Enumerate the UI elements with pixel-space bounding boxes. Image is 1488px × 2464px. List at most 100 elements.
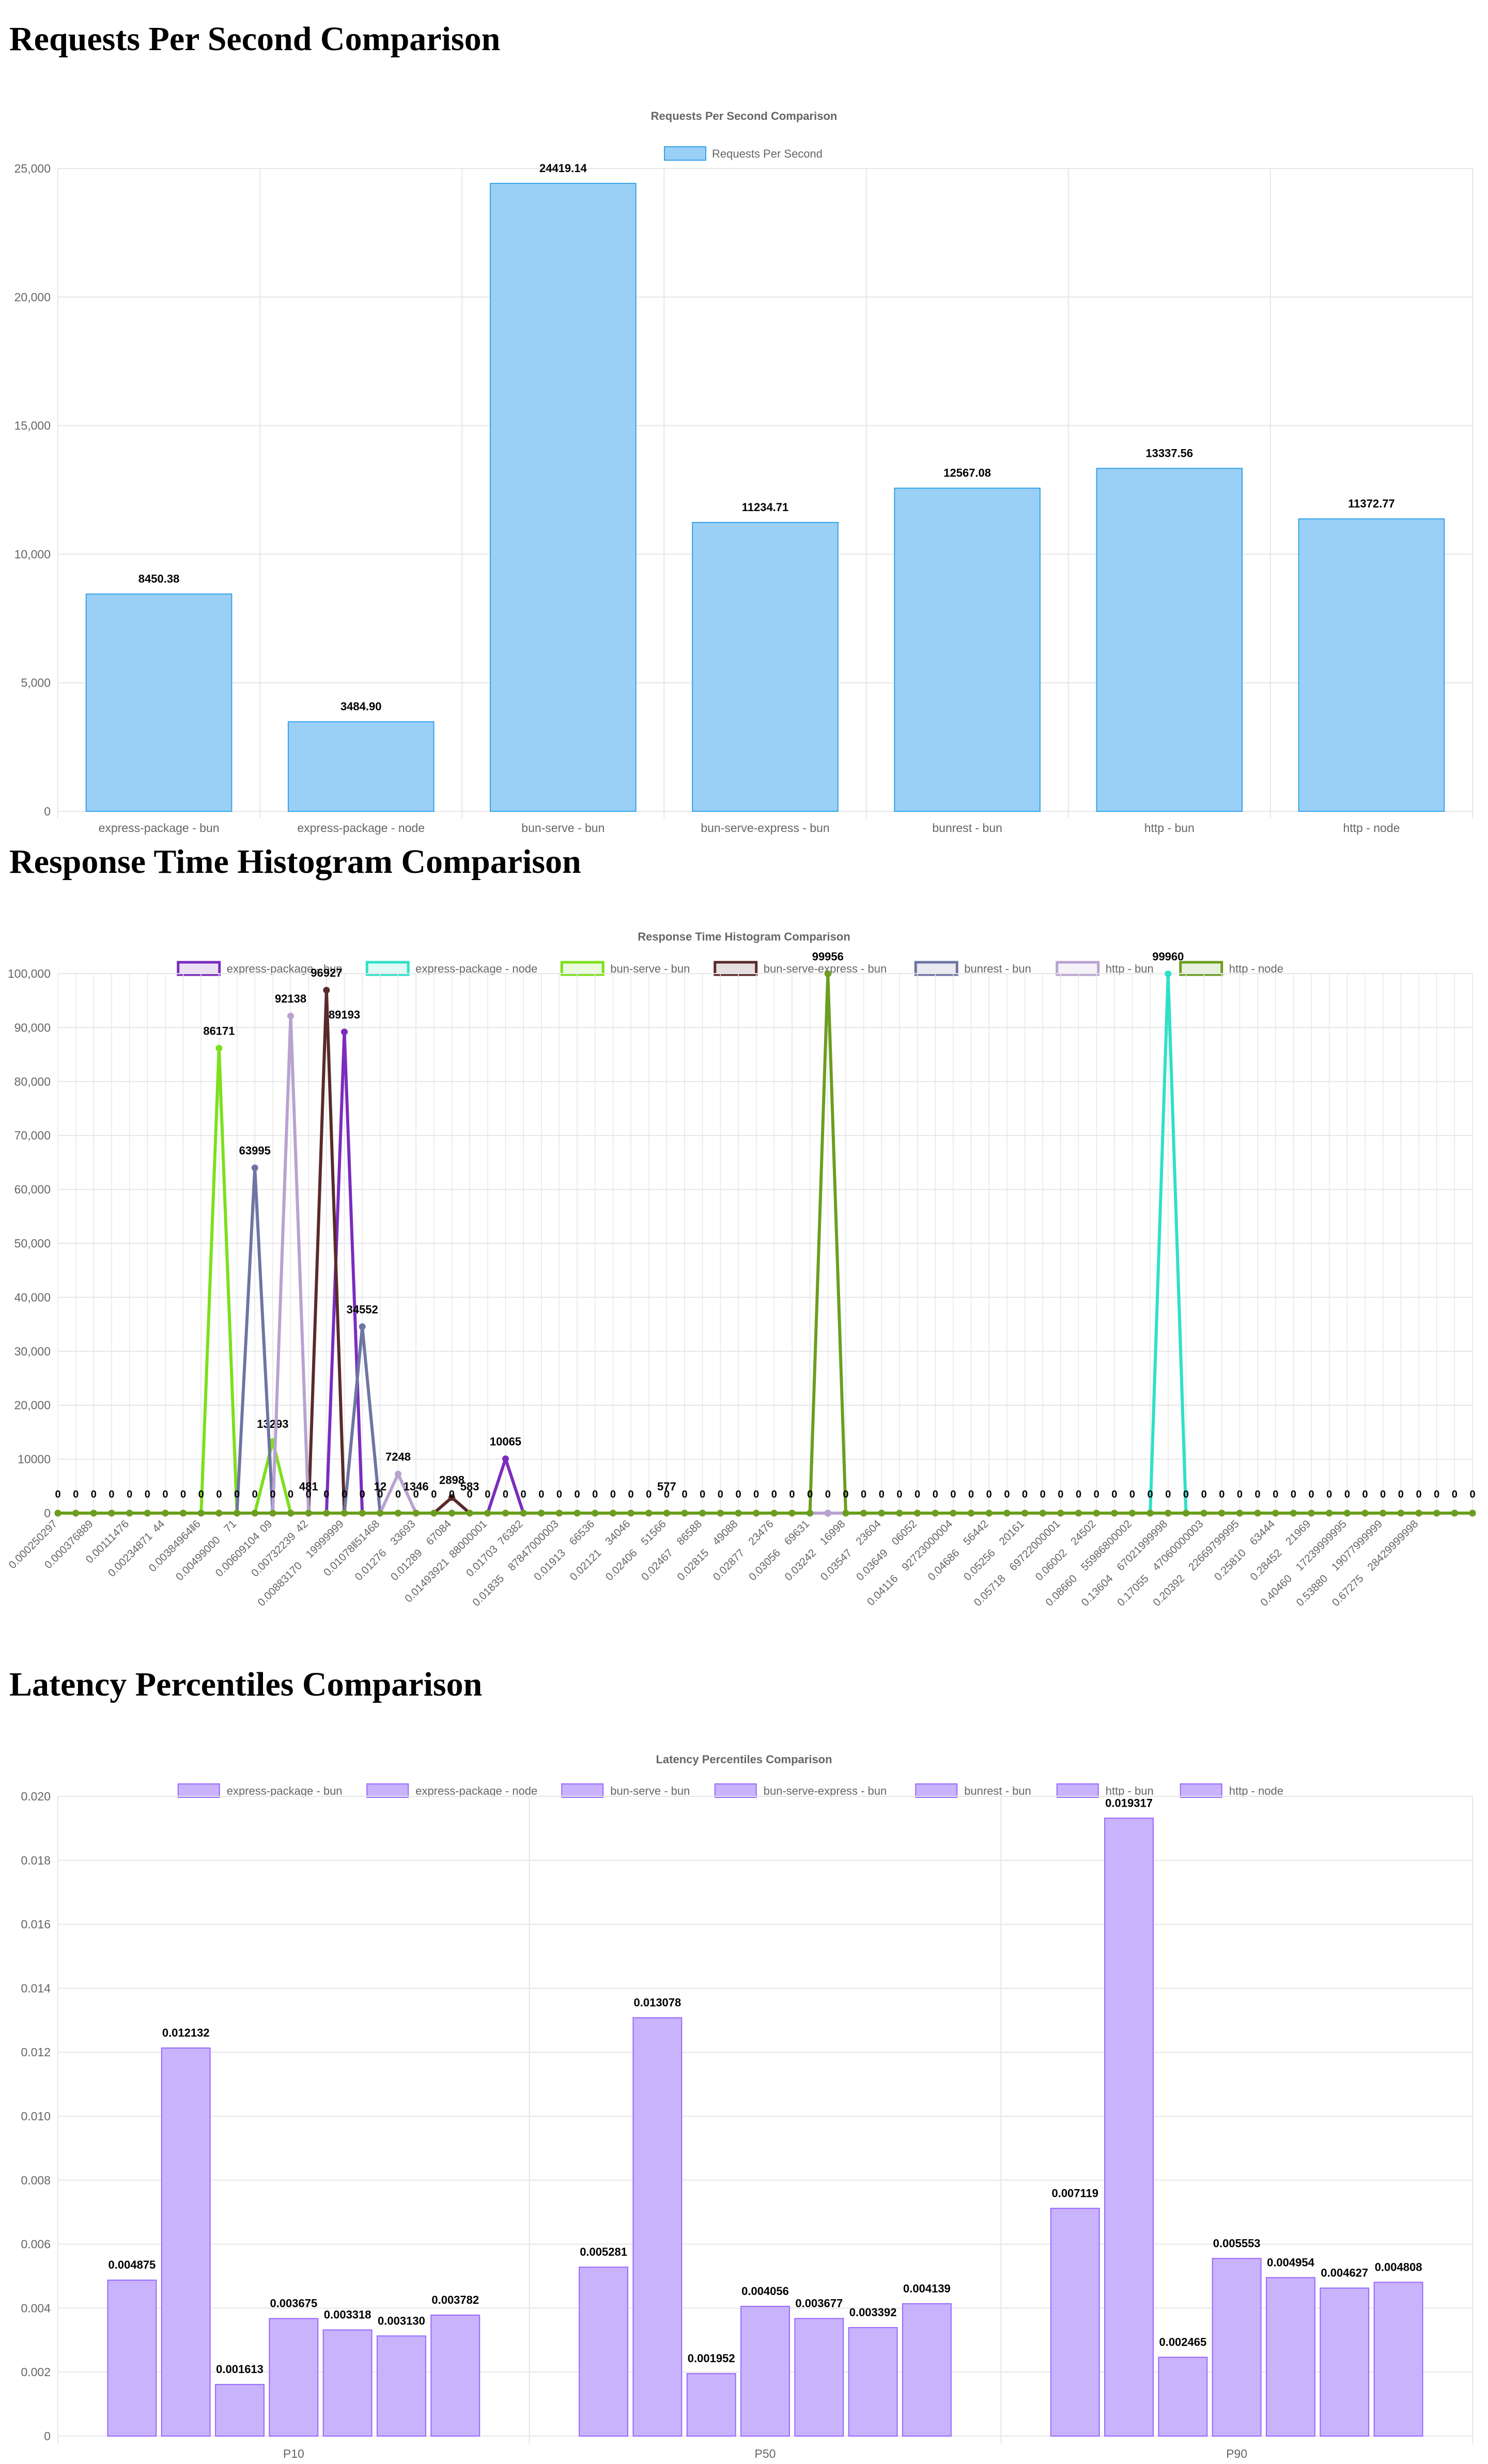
data-point [1343,1510,1351,1517]
zero-label: 0 [1004,1489,1010,1500]
zero-label: 0 [1362,1489,1368,1500]
small-label: 1346 [404,1480,429,1493]
zero-label: 0 [771,1489,777,1500]
y-tick-label: 30,000 [14,1345,51,1358]
data-point [1397,1510,1404,1517]
bar [740,2305,790,2437]
data-point [985,1510,993,1517]
y-tick-label: 0 [44,805,51,818]
zero-label: 0 [1111,1489,1117,1500]
legend-swatch [177,1783,220,1798]
data-point [72,1510,80,1517]
zero-label: 0 [162,1489,168,1500]
x-tick-label: P10 [283,2447,304,2460]
series-line [58,1166,1473,1515]
zero-label: 0 [216,1489,222,1500]
legend-swatch [714,1783,757,1798]
data-point [287,1510,295,1517]
data-point [1272,1510,1279,1517]
zero-label: 0 [1201,1489,1207,1500]
data-label: 11234.71 [742,501,789,514]
data-point [824,970,831,977]
legend-label: express-package - node [415,962,537,975]
data-label: 13337.56 [1145,446,1193,459]
histogram-section: Response Time Histogram Comparison Respo… [0,842,1488,1649]
y-tick-label: 0 [44,1506,51,1520]
legend-swatch [914,961,958,976]
data-point [968,1510,975,1517]
zero-label: 0 [664,1489,670,1500]
chart-title: Response Time Histogram Comparison [638,930,850,943]
data-point [126,1510,133,1517]
legend-label: bunrest - bun [964,1784,1031,1797]
data-point [914,1510,921,1517]
zero-label: 0 [753,1489,759,1500]
data-point [1380,1510,1387,1517]
data-point [1039,1510,1046,1517]
legend-label: express-package - bun [227,962,343,975]
bar [377,2335,426,2437]
data-point [860,1510,867,1517]
data-point [1111,1510,1118,1517]
data-point [538,1510,545,1517]
data-label: 0.001952 [688,2352,735,2365]
bar [1158,2357,1208,2437]
zero-label: 0 [1344,1489,1350,1500]
data-point [1326,1510,1333,1517]
data-point [162,1510,169,1517]
data-label: 0.003675 [270,2297,317,2310]
data-point [1200,1510,1207,1517]
bar [287,721,435,812]
zero-label: 0 [198,1489,204,1500]
data-point [1075,1510,1082,1517]
bar [269,2318,319,2437]
bar [85,593,233,812]
legend-swatch [560,961,605,976]
data-label: 0.013078 [634,1996,681,2009]
chart-title: Latency Percentiles Comparison [656,1753,832,1766]
y-tick-label: 25,000 [14,162,51,175]
zero-label: 0 [807,1489,813,1500]
data-point [932,1510,939,1517]
small-label: 481 [299,1480,318,1493]
data-point [287,1012,295,1020]
data-label: 34552 [347,1303,378,1316]
data-label: 96927 [311,966,342,979]
data-point [717,1510,724,1517]
data-point [502,1510,509,1517]
zero-label: 0 [252,1489,258,1500]
zero-label: 0 [503,1489,508,1500]
data-label: 63995 [239,1144,271,1157]
x-tick-label: 0.02467 86588 [639,1518,704,1583]
zero-label: 0 [1094,1489,1099,1500]
y-tick-label: 0.014 [21,1981,51,1995]
y-tick-label: 60,000 [14,1183,51,1196]
x-tick-label: express-package - bun [99,821,220,835]
legend-label: bun-serve - bun [610,1784,690,1797]
zero-label: 0 [360,1489,365,1500]
y-tick-label: 0.008 [21,2174,51,2187]
legend-label: Requests Per Second [712,147,823,160]
data-label: 0.004627 [1321,2267,1368,2280]
data-point [1146,1510,1154,1517]
zero-label: 0 [485,1489,490,1500]
data-point [627,1510,634,1517]
data-point [1469,1510,1476,1517]
legend-label: bun-serve - bun [610,962,690,975]
y-tick-label: 20,000 [14,1398,51,1412]
data-label: 92138 [275,992,306,1005]
bar [1104,1818,1154,2437]
data-point [144,1510,151,1517]
data-label: 8450.38 [138,573,180,586]
data-point [520,1510,527,1517]
bar [1373,2282,1423,2437]
legend-swatch [714,961,758,976]
data-point [484,1510,491,1517]
data-point [1433,1510,1440,1517]
zero-label: 0 [270,1489,275,1500]
data-point [197,1510,205,1517]
bar [161,2047,211,2437]
data-label: 0.004056 [741,2285,789,2298]
zero-label: 0 [1434,1489,1439,1500]
zero-label: 0 [109,1489,114,1500]
